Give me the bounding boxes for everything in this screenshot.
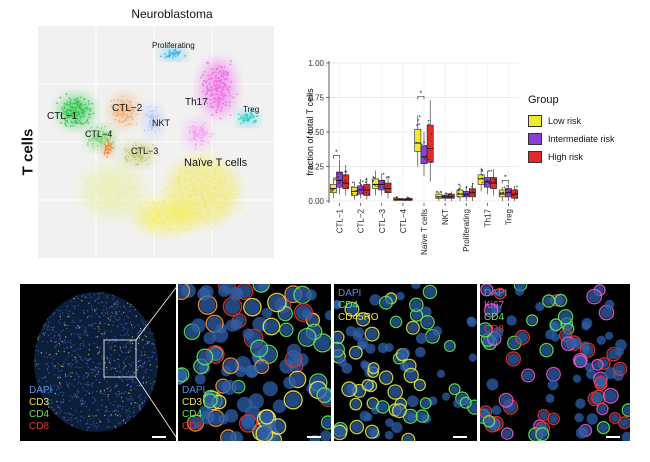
box-high-risk <box>384 176 392 199</box>
channel-label: DAPI <box>29 385 53 396</box>
scale-bar <box>152 436 166 438</box>
micrograph-panel-overview: DAPI CD3 CD4 CD8 <box>20 284 176 441</box>
micrograph-image <box>178 284 331 441</box>
micrograph-image <box>334 284 477 441</box>
channel-label: CD8 <box>484 324 505 335</box>
box-high-risk <box>447 191 455 201</box>
legend-items: Low risk Intermediate risk High risk <box>528 112 646 166</box>
box-high-risk <box>511 185 519 201</box>
umap-cluster-label: CTL−4 <box>85 129 112 139</box>
boxplot-boxes <box>329 100 519 202</box>
box-intermediate-risk <box>336 159 343 195</box>
box-low-risk <box>351 181 358 200</box>
umap-plot: Proliferating Th17 Treg CTL−2 CTL−1 CTL−4 NKT C… <box>38 26 274 258</box>
legend-swatch <box>528 151 542 163</box>
micrograph-image <box>34 292 158 432</box>
channel-label: CD3 <box>182 397 203 408</box>
legend-item: Intermediate risk <box>528 130 646 148</box>
umap-cluster-label: CTL−2 <box>112 103 143 114</box>
box-high-risk <box>469 182 476 201</box>
legend-item: High risk <box>528 148 646 166</box>
channel-label: DAPI <box>182 385 206 396</box>
box-high-risk <box>363 177 371 200</box>
channel-label: Ki67 <box>484 300 505 311</box>
channel-label: CD4 <box>182 409 203 420</box>
umap-cluster-labels: Proliferating Th17 Treg CTL−2 CTL−1 CTL−4 NKT C… <box>47 41 259 169</box>
box-intermediate-risk <box>357 178 365 199</box>
legend-title: Group <box>528 94 559 106</box>
micrograph-panel-ki67: DAPI Ki67 CD4 CD8 <box>480 284 630 441</box>
box-low-risk <box>393 195 401 201</box>
umap-cluster-label: CTL−1 <box>47 111 78 122</box>
channel-label: CD45RO <box>338 312 379 323</box>
x-tick-label: Proliferating <box>462 209 471 252</box>
y-tick-label: 0.25 <box>308 163 324 172</box>
box-low-risk <box>435 190 443 201</box>
x-tick-label: CTL−3 <box>378 208 387 233</box>
umap-title: Neuroblastoma <box>131 7 213 21</box>
x-tick-label: Th17 <box>483 208 492 227</box>
box-high-risk <box>426 100 434 182</box>
scale-bar <box>453 436 467 438</box>
box-high-risk <box>490 169 497 196</box>
box-low-risk <box>456 183 464 201</box>
x-tick-label: Treg <box>504 209 513 225</box>
box-low-risk <box>477 167 485 192</box>
legend-label: Intermediate risk <box>548 134 615 144</box>
umap-cluster-label: Treg <box>243 105 259 114</box>
box-intermediate-risk <box>441 192 449 201</box>
micrograph-panel-zoom: DAPI CD3 CD4 CD8 <box>178 284 331 441</box>
umap-cluster-label: Th17 <box>185 97 208 108</box>
boxplot-significance: * * * <box>333 90 509 184</box>
boxplot-ylabel: fraction of total T cells <box>305 88 315 176</box>
y-tick-label: 0.50 <box>308 128 324 137</box>
svg-text:*: * <box>420 90 423 97</box>
legend-swatch <box>528 133 542 145</box>
legend-item: Low risk <box>528 112 646 130</box>
box-intermediate-risk <box>505 184 512 201</box>
micrograph-image <box>480 284 630 441</box>
significance-bracket: * <box>417 90 425 100</box>
channel-label: DAPI <box>484 288 508 299</box>
svg-text:*: * <box>335 150 338 157</box>
y-tick-label: 0.75 <box>308 94 324 103</box>
boxplot-axes: 0.00 0.25 0.50 0.75 1.00 CTL−1 CTL−2 CTL−3 CTL−4… <box>308 59 513 255</box>
box-high-risk <box>405 196 413 201</box>
boxplot-chart: 0.00 0.25 0.50 0.75 1.00 CTL−1 CTL−2 CTL−3 CTL−4… <box>305 59 519 255</box>
x-tick-label: CTL−4 <box>399 208 408 233</box>
channel-label: CD8 <box>29 421 50 432</box>
legend-label: High risk <box>548 152 584 162</box>
umap-cluster-label: Proliferating <box>152 41 195 50</box>
channel-label: CD4 <box>484 312 505 323</box>
scale-bar <box>606 436 620 438</box>
box-low-risk <box>414 115 422 167</box>
svg-text:*: * <box>504 174 507 181</box>
channel-label: CD8 <box>182 421 203 432</box>
x-tick-label: CTL−1 <box>336 208 345 233</box>
legend-label: Low risk <box>548 116 582 126</box>
channel-label: CD4 <box>29 409 50 420</box>
significance-bracket: * <box>333 150 340 159</box>
umap-cells <box>56 48 259 235</box>
significance-bracket: * <box>501 174 509 184</box>
channel-label: CD3 <box>29 397 50 408</box>
y-tick-label: 0.00 <box>308 197 324 206</box>
legend: Group Low risk Intermediate risk High risk <box>528 94 646 166</box>
box-high-risk <box>342 165 350 196</box>
x-tick-label: Naïve T cells <box>420 209 429 255</box>
scale-bar <box>307 436 321 438</box>
umap-cluster-label: CTL−3 <box>131 146 158 156</box>
x-tick-label: CTL−2 <box>357 208 366 233</box>
y-tick-label: 1.00 <box>308 59 324 68</box>
umap-cluster-label: Naïve T cells <box>184 157 248 169</box>
legend-swatch <box>528 115 542 127</box>
x-tick-label: NKT <box>441 209 450 225</box>
channel-label: CD4 <box>338 300 359 311</box>
umap-cluster-label: NKT <box>152 118 171 128</box>
box-low-risk <box>329 177 337 199</box>
micrograph-panel-cd45ro: DAPI CD4 CD45RO <box>334 284 477 441</box>
channel-label: DAPI <box>338 288 362 299</box>
